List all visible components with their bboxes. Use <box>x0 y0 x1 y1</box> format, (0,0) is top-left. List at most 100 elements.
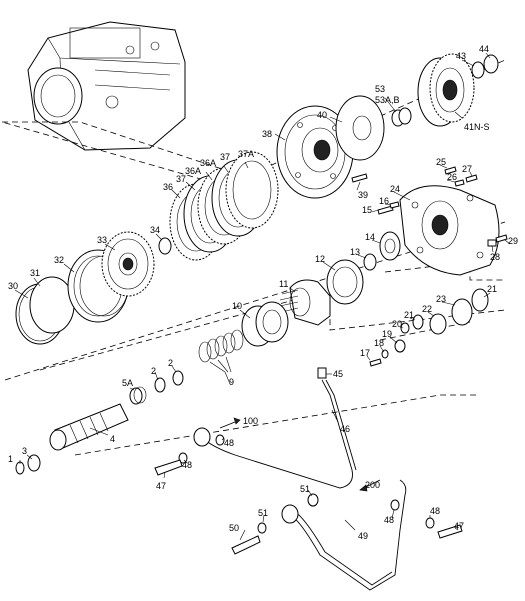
callout-31: 31 <box>30 268 40 278</box>
callout-27: 27 <box>462 164 472 174</box>
clutch-pack-36-37 <box>169 151 279 261</box>
callout-47a: 47 <box>156 481 166 491</box>
transmission-housing <box>27 21 186 151</box>
piston-40 <box>335 95 385 161</box>
bearing-14 <box>379 231 401 261</box>
washer-44 <box>483 54 499 74</box>
callout-10: 10 <box>232 301 242 311</box>
washer-51b <box>257 522 267 534</box>
springs-9 <box>198 329 244 373</box>
callout-53ab: 53A,B <box>375 95 400 105</box>
piston-housing-38 <box>276 105 354 199</box>
washer-48d <box>425 517 435 529</box>
hydraulic-line-49 <box>289 479 407 591</box>
callout-44: 44 <box>479 44 489 54</box>
fitting-45 <box>317 367 327 379</box>
bolt-47a <box>154 459 183 476</box>
ring-20 <box>400 322 410 334</box>
washer-3 <box>27 454 41 472</box>
callout-34: 34 <box>150 225 160 235</box>
ring-21a <box>412 314 424 330</box>
callout-48a: 48 <box>182 460 192 470</box>
hydraulic-line-46 <box>204 379 357 489</box>
bolt-39 <box>351 173 368 183</box>
callout-37a: 37 <box>176 174 186 184</box>
leader-lines <box>14 52 511 541</box>
arrow-100-head <box>233 417 241 425</box>
main-frame-bottom <box>4 221 506 381</box>
washer-48a <box>215 434 225 446</box>
callout-32: 32 <box>54 255 64 265</box>
callout-1: 1 <box>8 454 13 464</box>
callout-36a1: 36A <box>185 166 201 176</box>
callout-2b: 2 <box>168 358 173 368</box>
callout-25: 25 <box>436 157 446 167</box>
snap-rings-30-31 <box>15 276 75 345</box>
callout-11: 11 <box>279 279 288 289</box>
callout-53: 53 <box>375 84 385 94</box>
gasket-12 <box>326 259 364 305</box>
bolt-16 <box>389 201 400 209</box>
right-frame <box>379 321 471 341</box>
callout-37b: 37 <box>220 152 230 162</box>
callout-41n-s: 41N-S <box>464 122 490 132</box>
ring-34 <box>158 237 172 255</box>
callout-36a2: 36A <box>200 158 216 168</box>
callout-20: 20 <box>392 319 402 329</box>
clutch-drum-41 <box>417 53 475 127</box>
callout-48c: 48 <box>384 515 394 525</box>
callout-39: 39 <box>358 190 368 200</box>
callout-50: 50 <box>229 523 239 533</box>
callout-43: 43 <box>456 51 466 61</box>
callout-48d: 48 <box>430 506 440 516</box>
callout-49: 49 <box>358 531 368 541</box>
callout-4: 4 <box>110 434 115 444</box>
callout-19: 19 <box>382 329 392 339</box>
callout-38: 38 <box>262 129 272 139</box>
ring-21b <box>471 288 489 312</box>
callout-16: 16 <box>379 196 389 206</box>
banjo-fitting-lower <box>281 504 299 524</box>
gasket-12-inner <box>332 266 358 298</box>
callout-51b: 51 <box>258 508 268 518</box>
washer-51a <box>307 493 319 507</box>
callout-21b: 21 <box>487 284 497 294</box>
callout-12: 12 <box>315 254 325 264</box>
bolt-17 <box>369 358 382 367</box>
plug-28 <box>487 239 497 247</box>
ring-2b <box>172 370 184 386</box>
bolt-47b <box>437 524 463 539</box>
callout-46: 46 <box>340 424 350 434</box>
callout-9: 9 <box>229 377 234 387</box>
callout-30: 30 <box>8 281 18 291</box>
callout-51a: 51 <box>300 484 310 494</box>
washer-22 <box>429 313 447 335</box>
callout-26: 26 <box>447 172 457 182</box>
callout-37a-label: 37A <box>238 149 254 159</box>
arrow-200-head <box>359 484 368 492</box>
callout-28: 28 <box>490 252 500 262</box>
housing-cover-24 <box>399 185 500 276</box>
callout-21a: 21 <box>404 310 414 320</box>
gear-33 <box>101 231 155 297</box>
callout-45: 45 <box>333 369 343 379</box>
banjo-fitting-upper <box>193 427 211 447</box>
washer-48b <box>178 452 188 464</box>
callout-48b: 48 <box>224 438 234 448</box>
callout-18: 18 <box>374 338 384 348</box>
callout-13: 13 <box>350 247 360 257</box>
callout-47b: 47 <box>454 521 464 531</box>
pin-25 <box>444 166 457 175</box>
bolt-15 <box>377 205 394 215</box>
callout-33: 33 <box>97 235 107 245</box>
washer-43 <box>471 61 485 79</box>
callout-100: 100 <box>243 416 258 426</box>
washer-48c <box>390 499 400 511</box>
hub-11 <box>279 279 331 326</box>
callout-17: 17 <box>360 348 370 358</box>
callout-15: 15 <box>362 205 372 215</box>
callout-3: 3 <box>22 446 27 456</box>
pin-26 <box>454 179 465 187</box>
ring-2a <box>154 377 166 393</box>
pin-29 <box>495 234 508 243</box>
